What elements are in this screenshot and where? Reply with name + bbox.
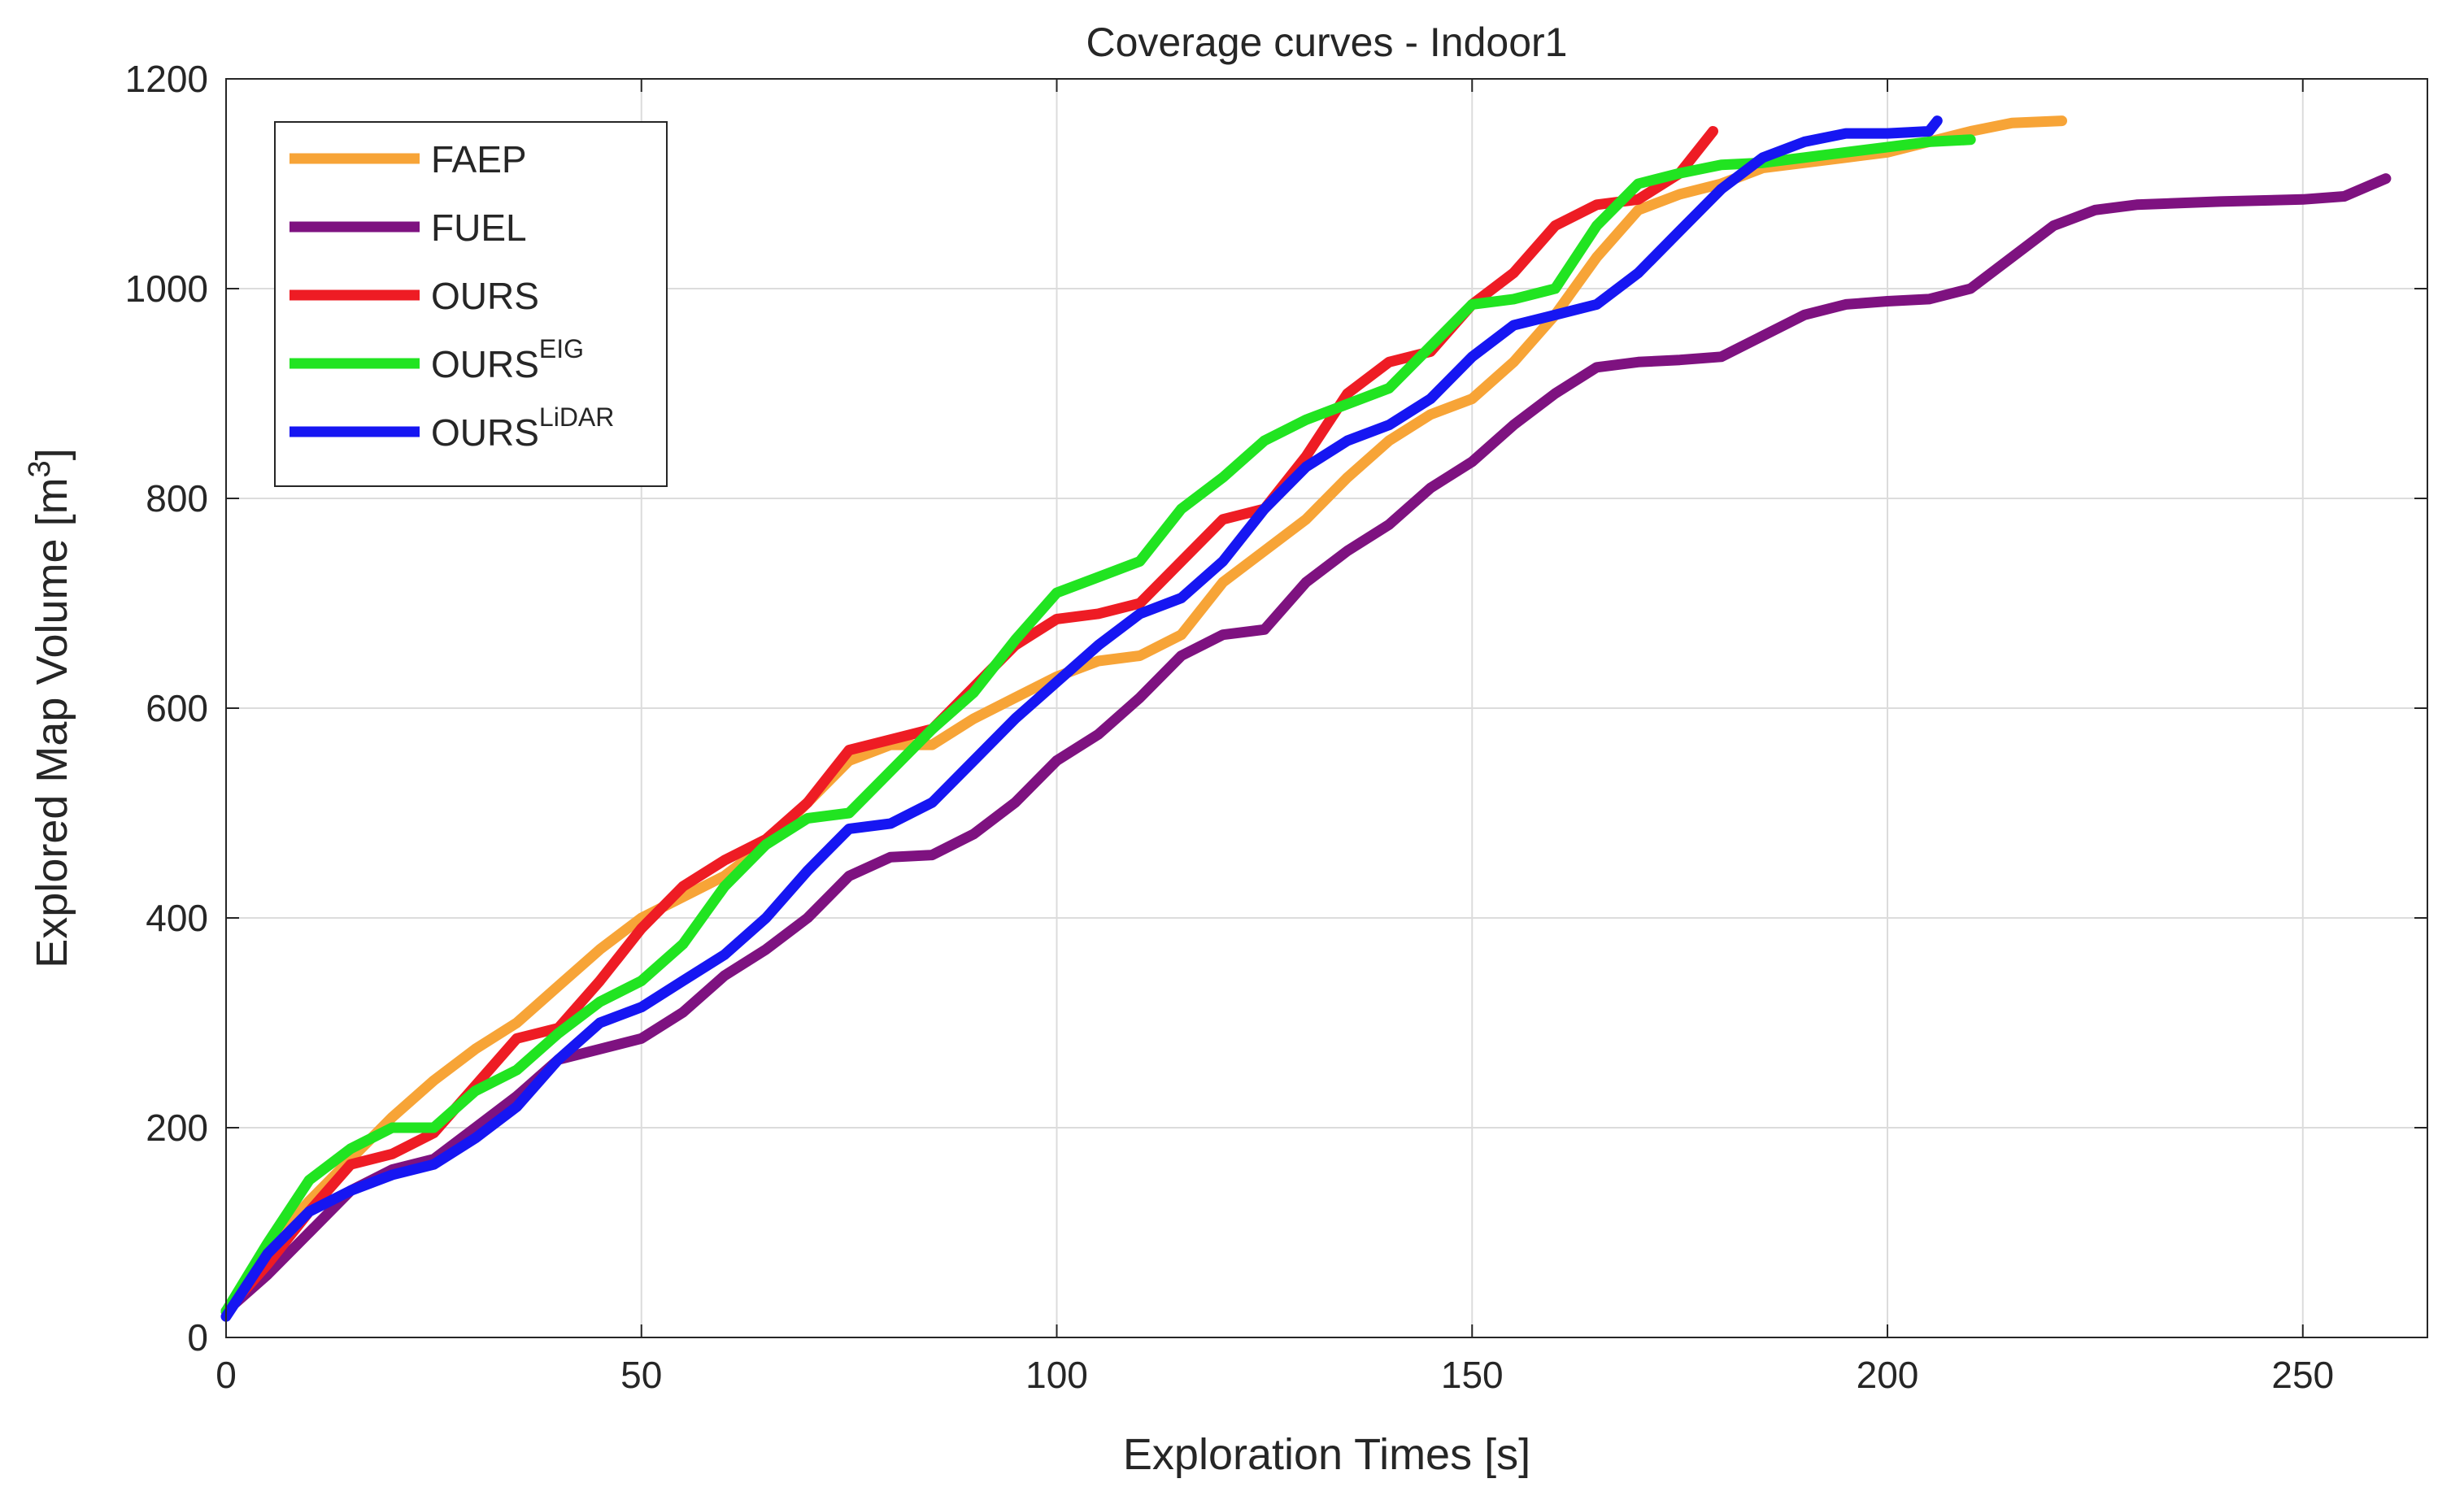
legend-label-ours: OURS: [431, 275, 539, 317]
y-axis-label-superscript: 3: [23, 460, 57, 477]
y-tick-label: 400: [146, 897, 208, 939]
y-axis-label-close: ]: [28, 448, 76, 460]
y-tick-label: 1000: [125, 267, 208, 310]
chart-title: Coverage curves - Indoor1: [1086, 20, 1568, 65]
legend: FAEP FUEL OURS OURSEIG OURSLiDAR: [274, 121, 668, 487]
series-lines: [220, 115, 2392, 1322]
x-tick-label: 200: [1857, 1354, 1919, 1396]
series-line-fuel: [220, 173, 2392, 1317]
y-axis-label-text: Explored Map Volume [m: [28, 477, 76, 968]
y-axis-label: Explored Map Volume [m3]: [23, 448, 76, 968]
axis-ticks: 0 50 100 150 200 250 0 200 400 600 800 1000 1200: [125, 58, 2427, 1396]
legend-label-ours-eig: OURSEIG: [431, 334, 584, 385]
x-tick-label: 100: [1025, 1354, 1088, 1396]
x-tick-label: 150: [1441, 1354, 1504, 1396]
y-tick-label: 0: [187, 1316, 208, 1359]
x-tick-label: 250: [2271, 1354, 2334, 1396]
x-axis-label: Exploration Times [s]: [1123, 1430, 1530, 1479]
legend-label-fuel: FUEL: [431, 207, 527, 249]
legend-box: [274, 121, 668, 487]
series-line-ours-eig: [220, 134, 1976, 1317]
y-tick-label: 600: [146, 687, 208, 729]
legend-label-faep: FAEP: [431, 138, 527, 180]
legend-label-ours-lidar: OURSLiDAR: [431, 402, 614, 454]
x-tick-label: 0: [215, 1354, 237, 1396]
series-line-ours-lidar: [220, 115, 1943, 1322]
y-tick-label: 1200: [125, 58, 208, 100]
x-tick-label: 50: [620, 1354, 662, 1396]
y-tick-label: 200: [146, 1107, 208, 1149]
y-tick-label: 800: [146, 477, 208, 520]
